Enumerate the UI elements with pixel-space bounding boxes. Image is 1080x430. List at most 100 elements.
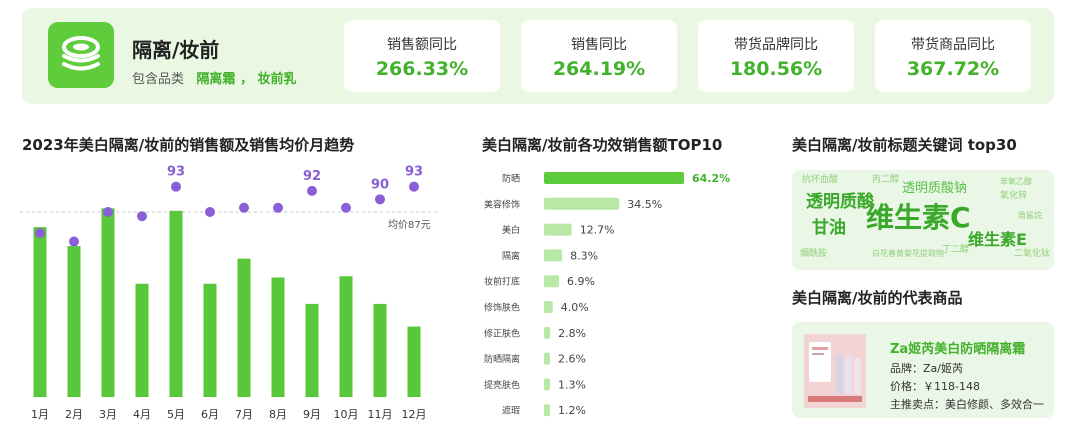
product-section-title: 美白隔离/妆前的代表商品 — [792, 289, 963, 307]
month-label: 4月 — [133, 408, 151, 421]
sales-bar — [101, 208, 115, 397]
keyword: 烟酰胺 — [800, 249, 828, 259]
kpi-label: 销售同比 — [571, 37, 627, 53]
kpi-label: 带货商品同比 — [911, 37, 995, 53]
product-brand: 品牌：Za/姬芮 — [890, 362, 963, 375]
kpi-value: 264.19% — [552, 58, 646, 80]
average-price-label: 均价87元 — [388, 219, 431, 231]
sales-bar — [373, 303, 387, 397]
price-dot — [239, 202, 249, 213]
kpi-card-sales-amount-yoy: 销售额同比 266.33% — [344, 20, 500, 92]
sales-bar — [271, 277, 285, 397]
keyword: 维生素E — [968, 230, 1027, 249]
kpi-card-sales-yoy: 销售同比 264.19% — [521, 20, 677, 92]
keyword-word-cloud: 维生素C 透明质酸甘油维生素E 透明质酸钠烟酰胺 丙二醇 抗坏血酸氧化锌丁二醇 二氧化钛 白… — [792, 170, 1054, 270]
sales-bar — [237, 258, 251, 397]
effect-value: 8.3% — [570, 249, 598, 262]
effect-value: 1.3% — [558, 378, 586, 391]
price-label: 92 — [303, 169, 321, 184]
price-dot — [137, 211, 147, 222]
effect-label: 防晒 — [502, 173, 520, 185]
includes-items: 隔离霜 ， 妆前乳 — [196, 72, 297, 87]
product-name: Za姬芮美白防晒隔离霜 — [890, 342, 1026, 357]
effect-value: 4.0% — [561, 301, 589, 314]
includes-label: 包含品类 — [132, 72, 185, 87]
effect-value: 12.7% — [580, 224, 615, 237]
keyword: 甘油 — [812, 218, 846, 238]
effect-label: 修饰肤色 — [484, 302, 520, 314]
month-label: 11月 — [368, 408, 393, 421]
effect-value: 6.9% — [567, 275, 595, 288]
effect-value: 2.8% — [558, 327, 586, 340]
sales-bar — [305, 303, 319, 397]
kpi-label: 带货品牌同比 — [734, 37, 818, 53]
month-label: 3月 — [99, 408, 117, 421]
keyword: 透明质酸 — [806, 192, 874, 212]
effect-label: 防晒隔离 — [484, 353, 520, 365]
price-dot — [35, 228, 45, 239]
month-label: 12月 — [402, 408, 427, 421]
keyword: 苯氧乙醇 — [1000, 177, 1032, 186]
effect-bar — [544, 404, 550, 417]
keyword: 氧化锌 — [1000, 191, 1028, 201]
keyword: 丁二醇 — [942, 245, 970, 255]
effect-bar — [544, 197, 620, 210]
category-icon — [48, 22, 114, 88]
month-label: 10月 — [334, 408, 359, 421]
effects-bar-chart: 防晒 64.2% 美容修饰 34.5% 美白 12.7% 隔离 8.3% 妆前打底 6.9% 修饰肤… — [484, 172, 730, 417]
month-label: 1月 — [31, 408, 49, 421]
effect-label: 遮瑕 — [502, 405, 520, 417]
month-label: 5月 — [167, 408, 185, 421]
effect-label: 妆前打底 — [484, 276, 520, 288]
kpi-value: 266.33% — [375, 58, 469, 80]
kpi-value: 367.72% — [906, 58, 1000, 80]
keyword: 丙二醇 — [872, 175, 900, 185]
keyword: 维生素C — [866, 201, 971, 234]
month-label: 2月 — [65, 408, 83, 421]
product-selling-points: 主推卖点：美白修颜、多效合一 — [890, 398, 1044, 411]
effect-bar — [544, 172, 684, 184]
price-dot — [103, 207, 113, 217]
effect-label: 提亮肤色 — [484, 379, 520, 391]
effect-label: 修正肤色 — [484, 327, 520, 339]
effect-bar — [544, 223, 572, 236]
effect-value: 1.2% — [558, 404, 586, 417]
effect-bar — [544, 275, 560, 288]
keyword: 二氧化钛 — [1014, 249, 1051, 259]
price-label: 90 — [371, 177, 389, 192]
effect-label: 美白 — [502, 224, 520, 236]
effect-bar — [544, 249, 563, 262]
effect-value: 34.5% — [627, 198, 662, 211]
kpi-value: 180.56% — [729, 58, 823, 80]
keyword: 角鲨烷 — [1018, 211, 1042, 220]
effect-bar — [544, 352, 550, 365]
sales-bar — [169, 210, 183, 397]
month-label: 8月 — [269, 408, 287, 421]
keyword: 透明质酸钠 — [902, 181, 968, 196]
product-card[interactable]: Za姬芮美白防晒隔离霜 品牌：Za/姬芮 价格：￥118-148 主推卖点：美白… — [792, 322, 1054, 418]
sales-bar — [339, 276, 353, 397]
price-dot — [69, 236, 79, 247]
month-label: 6月 — [201, 408, 219, 421]
effects-chart-title: 美白隔离/妆前各功效销售额TOP10 — [482, 136, 723, 154]
keyword: 抗坏血酸 — [802, 175, 839, 185]
category-includes: 包含品类 隔离霜 ， 妆前乳 — [132, 68, 296, 87]
kpi-card-products-yoy: 带货商品同比 367.72% — [875, 20, 1031, 92]
effect-label: 隔离 — [502, 250, 520, 262]
price-dot — [273, 202, 283, 213]
kpi-card-brands-yoy: 带货品牌同比 180.56% — [698, 20, 854, 92]
sales-bar — [33, 227, 47, 397]
trend-chart-title: 2023年美白隔离/妆前的销售额及销售均价月趋势 — [22, 136, 355, 154]
effect-bar — [544, 326, 551, 339]
kpi-label: 销售额同比 — [387, 37, 457, 53]
keyword: 白花春黄菊花提取物 — [872, 249, 944, 258]
effect-bar — [544, 378, 550, 391]
price-dot — [409, 181, 419, 192]
price-label: 93 — [167, 165, 185, 180]
sales-bar — [407, 326, 421, 397]
category-title: 隔离/妆前 — [132, 38, 220, 62]
product-price: 价格：￥118-148 — [890, 380, 980, 393]
sales-bar — [203, 283, 217, 397]
keywords-title: 美白隔离/妆前标题关键词 top30 — [792, 136, 1017, 154]
